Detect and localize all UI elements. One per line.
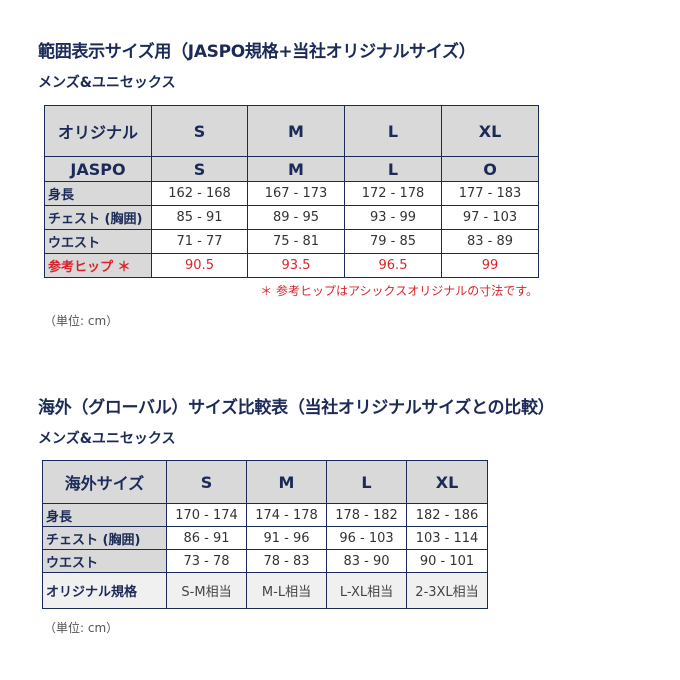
row-label: ウエスト (42, 549, 167, 573)
header-cell: M (247, 105, 345, 157)
table-cell: 78 - 83 (246, 549, 327, 573)
global-size-table: 海外サイズ S M L XL 身長 170 - 174 174 - 178 17… (42, 460, 488, 609)
header-cell: L (326, 460, 407, 504)
section1-subtitle: メンズ&ユニセックス (38, 75, 176, 91)
table-header-row: オリジナル S M L XL (44, 105, 539, 157)
table-row: チェスト (胸囲) 86 - 91 91 - 96 96 - 103 103 -… (42, 526, 488, 550)
table-cell: L-XL相当 (326, 572, 407, 609)
header-cell: 海外サイズ (42, 460, 167, 504)
table-cell: 73 - 78 (166, 549, 247, 573)
row-label: 参考ヒップ ＊ (44, 253, 152, 278)
table-row: オリジナル規格 S-M相当 M-L相当 L-XL相当 2-3XL相当 (42, 572, 488, 609)
table-cell: 89 - 95 (247, 205, 345, 230)
unit-label: （単位: cm） (44, 314, 119, 328)
table-cell: M-L相当 (246, 572, 327, 609)
table-cell: 90 - 101 (406, 549, 488, 573)
header-cell: XL (406, 460, 488, 504)
table-cell: 90.5 (151, 253, 248, 278)
table-cell: 2-3XL相当 (406, 572, 488, 609)
header-cell: S (151, 105, 248, 157)
row-label: チェスト (胸囲) (44, 205, 152, 230)
table-cell: 162 - 168 (151, 181, 248, 206)
table-cell: 91 - 96 (246, 526, 327, 550)
table-row: 身長 162 - 168 167 - 173 172 - 178 177 - 1… (44, 181, 539, 206)
table-cell: 96 - 103 (326, 526, 407, 550)
table-row: 参考ヒップ ＊ 90.5 93.5 96.5 99 (44, 253, 539, 278)
jaspo-row: JASPO S M L O (44, 156, 539, 182)
table-cell: 178 - 182 (326, 503, 407, 527)
table-cell: 86 - 91 (166, 526, 247, 550)
table-cell: 71 - 77 (151, 229, 248, 254)
header-cell: S (151, 156, 248, 182)
row-label: 身長 (42, 503, 167, 527)
unit-label: （単位: cm） (44, 621, 119, 635)
section2-title: 海外（グローバル）サイズ比較表（当社オリジナルサイズとの比較） (38, 398, 555, 418)
row-label: ウエスト (44, 229, 152, 254)
row-label: 身長 (44, 181, 152, 206)
table-row: ウエスト 73 - 78 78 - 83 83 - 90 90 - 101 (42, 549, 488, 573)
table-row: チェスト (胸囲) 85 - 91 89 - 95 93 - 99 97 - 1… (44, 205, 539, 230)
header-cell: L (344, 156, 442, 182)
header-cell: オリジナル (44, 105, 152, 157)
table-cell: 97 - 103 (441, 205, 539, 230)
header-cell: M (247, 156, 345, 182)
table-cell: 172 - 178 (344, 181, 442, 206)
table-cell: 96.5 (344, 253, 442, 278)
table-row: 身長 170 - 174 174 - 178 178 - 182 182 - 1… (42, 503, 488, 527)
header-cell: XL (441, 105, 539, 157)
header-cell: L (344, 105, 442, 157)
table-cell: 177 - 183 (441, 181, 539, 206)
table-cell: 182 - 186 (406, 503, 488, 527)
table-cell: 75 - 81 (247, 229, 345, 254)
table-header-row: 海外サイズ S M L XL (42, 460, 488, 504)
header-cell: O (441, 156, 539, 182)
table-row: ウエスト 71 - 77 75 - 81 79 - 85 83 - 89 (44, 229, 539, 254)
table-cell: 174 - 178 (246, 503, 327, 527)
row-label: オリジナル規格 (42, 572, 167, 609)
hip-footnote: ＊ 参考ヒップはアシックスオリジナルの寸法です。 (260, 284, 538, 298)
table-cell: 167 - 173 (247, 181, 345, 206)
table-cell: 93.5 (247, 253, 345, 278)
table-cell: S-M相当 (166, 572, 247, 609)
table-cell: 79 - 85 (344, 229, 442, 254)
table-cell: 103 - 114 (406, 526, 488, 550)
table-cell: 99 (441, 253, 539, 278)
table-cell: 93 - 99 (344, 205, 442, 230)
table-cell: 85 - 91 (151, 205, 248, 230)
table-cell: 83 - 90 (326, 549, 407, 573)
header-cell: M (246, 460, 327, 504)
section2-subtitle: メンズ&ユニセックス (38, 431, 176, 447)
header-cell: JASPO (44, 156, 152, 182)
table-cell: 170 - 174 (166, 503, 247, 527)
table-cell: 83 - 89 (441, 229, 539, 254)
header-cell: S (166, 460, 247, 504)
jaspo-size-table: オリジナル S M L XL JASPO S M L O 身長 162 - 16… (44, 105, 539, 278)
section1-title: 範囲表示サイズ用（JASPO規格+当社オリジナルサイズ） (38, 42, 476, 62)
row-label: チェスト (胸囲) (42, 526, 167, 550)
